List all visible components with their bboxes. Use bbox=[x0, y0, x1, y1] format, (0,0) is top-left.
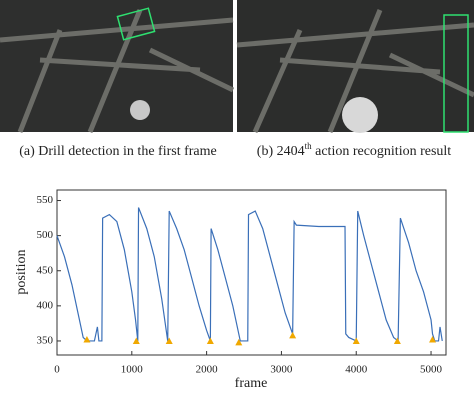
x-tick-label: 5000 bbox=[420, 364, 443, 376]
data-line bbox=[56, 207, 443, 343]
marker bbox=[429, 336, 437, 343]
x-axis-label: frame bbox=[235, 376, 268, 391]
marker bbox=[352, 337, 360, 344]
marker bbox=[83, 336, 91, 343]
y-tick-label: 500 bbox=[37, 229, 54, 241]
marker bbox=[206, 337, 214, 344]
y-tick-label: 350 bbox=[37, 334, 54, 346]
photo-a bbox=[0, 0, 235, 133]
marker bbox=[393, 337, 401, 344]
x-tick-label: 3000 bbox=[270, 364, 293, 376]
photo-b bbox=[236, 0, 474, 134]
plot-frame bbox=[56, 189, 447, 356]
y-tick-label: 400 bbox=[37, 299, 54, 311]
y-tick-label: 550 bbox=[37, 194, 54, 206]
x-tick-label: 4000 bbox=[345, 364, 368, 376]
y-tick-label: 450 bbox=[37, 264, 54, 276]
x-tick-label: 1000 bbox=[121, 364, 144, 376]
x-tick-label: 2000 bbox=[196, 364, 219, 376]
marker bbox=[235, 338, 243, 346]
caption-b-rest: action recognition result bbox=[312, 144, 452, 159]
caption-b-prefix: (b) 2404 bbox=[257, 144, 305, 159]
caption-a: (a) Drill detection in the first frame bbox=[19, 144, 216, 159]
marker bbox=[132, 337, 140, 344]
y-axis-label: position bbox=[14, 249, 29, 294]
marker bbox=[165, 337, 173, 344]
caption-b-sup: th bbox=[305, 141, 313, 151]
caption-b: (b) 2404th action recognition result bbox=[257, 141, 452, 159]
marker bbox=[289, 331, 297, 339]
x-tick-label: 0 bbox=[54, 364, 60, 376]
